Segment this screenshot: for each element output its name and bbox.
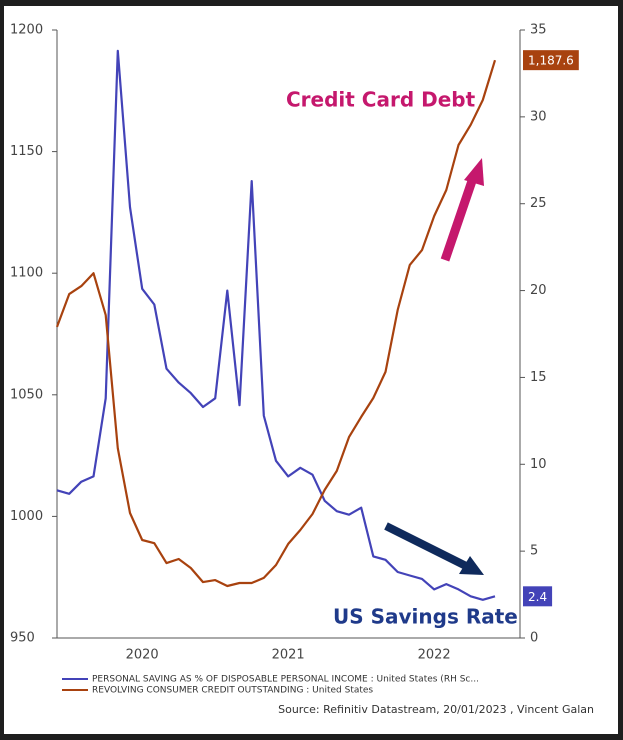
annotation: Credit Card Debt: [286, 88, 476, 112]
y2-tick-label: 5: [530, 544, 538, 559]
y-tick-label: 1150: [10, 144, 43, 159]
legend-label: REVOLVING CONSUMER CREDIT OUTSTANDING : …: [92, 686, 373, 696]
y-tick-label: 1100: [10, 266, 43, 281]
series-line: [56, 49, 496, 601]
value-label-box: [523, 586, 553, 607]
annotation: US Savings Rate: [333, 605, 518, 629]
y2-tick-label: 35: [530, 23, 547, 38]
x-tick-label: 2021: [272, 648, 305, 663]
x-tick-label: 2022: [418, 648, 451, 663]
y-tick-label: 1200: [10, 23, 43, 38]
source: Source: Refinitiv Datastream, 20/01/2023…: [278, 703, 594, 716]
y2-tick-label: 30: [530, 109, 547, 124]
y2-tick-label: 15: [530, 370, 547, 385]
y-tick-label: 1000: [10, 509, 43, 524]
legend-label: PERSONAL SAVING AS % OF DISPOSABLE PERSO…: [92, 675, 479, 685]
y2-tick-label: 25: [530, 196, 547, 211]
marks: [55, 49, 497, 601]
arrow-up: [440, 158, 484, 262]
y-tick-label: 1050: [10, 387, 43, 402]
arrow-down: [384, 522, 484, 575]
series-line: [55, 59, 497, 588]
y2-tick-label: 0: [530, 631, 538, 646]
value-label: 1,187.6: [528, 54, 574, 68]
background: [4, 6, 618, 734]
value-label-box: [523, 50, 579, 71]
value-label: 2.4: [528, 590, 547, 604]
y2-tick-label: 20: [530, 283, 547, 298]
x-tick-label: 2020: [126, 648, 159, 663]
y2-tick-label: 10: [530, 457, 547, 472]
y-tick-label: 950: [10, 631, 35, 646]
